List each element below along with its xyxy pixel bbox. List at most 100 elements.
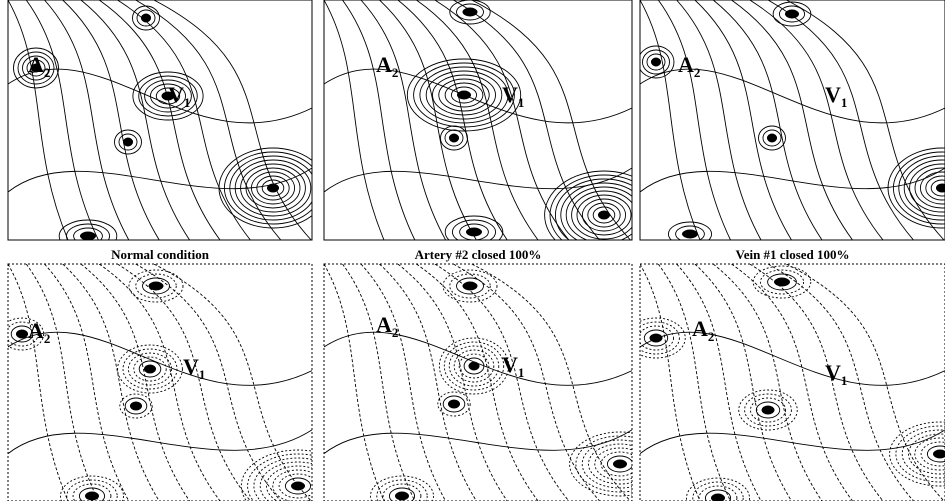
vessel-index: 2 — [392, 325, 399, 340]
contour-ring — [448, 345, 500, 387]
contour-ring — [692, 481, 744, 501]
contour-ring — [218, 147, 312, 229]
contours — [324, 0, 632, 240]
contour-line — [434, 264, 570, 501]
contour-ring — [698, 485, 738, 501]
contour-panel: A2 V1 — [639, 263, 945, 501]
contour-ring — [640, 325, 674, 351]
vessel-label: V1 — [183, 354, 205, 382]
panel-caption: Vein #1 closed 100% — [736, 247, 850, 262]
contour-ring — [376, 479, 428, 501]
contour-ring — [128, 269, 184, 303]
contour-ring — [642, 49, 670, 75]
contour-ring — [554, 178, 632, 240]
contour-line — [379, 0, 477, 240]
contour-ring — [919, 171, 945, 205]
contour-ring — [903, 159, 945, 217]
contour-line — [453, 264, 600, 501]
contour-ring — [438, 337, 510, 395]
contour-ring — [887, 147, 945, 229]
contour-ring — [138, 75, 198, 117]
contour-ring — [576, 194, 632, 236]
contour-ring — [259, 461, 312, 501]
contours — [8, 264, 312, 501]
contour-ring — [117, 344, 183, 394]
contour-ring — [229, 155, 312, 221]
vessel-letter: A — [28, 52, 44, 77]
vessel-label: A2 — [376, 312, 398, 340]
contour-ring — [544, 170, 632, 240]
contour-line — [694, 0, 792, 240]
source — [598, 211, 610, 219]
contour-ring — [767, 273, 797, 291]
contour-ring — [240, 163, 306, 213]
contour-line — [324, 331, 632, 386]
contour-ring — [261, 179, 285, 197]
contour-ring — [138, 360, 162, 378]
vessel-letter: V — [502, 82, 518, 107]
contour-ring — [560, 182, 632, 240]
contour-panel: A2 V1 — [639, 0, 945, 241]
source — [144, 365, 156, 373]
contour-line — [397, 264, 508, 501]
contour-ring — [124, 397, 148, 415]
contour-ring — [73, 227, 103, 240]
panel-frame — [323, 263, 633, 501]
contour-line — [324, 264, 385, 501]
source — [933, 450, 945, 458]
contour-line — [117, 0, 251, 240]
vessel-index: 2 — [708, 329, 715, 344]
contour-line — [731, 264, 853, 501]
contour-ring — [749, 397, 786, 423]
contour-ring — [675, 225, 705, 240]
contour-line — [153, 264, 312, 501]
source — [130, 402, 142, 410]
contour-line — [640, 167, 945, 193]
source — [148, 282, 164, 290]
panel-frame — [7, 263, 313, 501]
source — [761, 406, 775, 414]
contour-ring — [122, 348, 178, 390]
contour-ring — [17, 51, 55, 85]
source — [161, 92, 175, 100]
vessel-index: 1 — [184, 95, 191, 110]
contour-ring — [388, 487, 416, 501]
contour-line — [62, 0, 160, 240]
contour-line — [153, 0, 312, 240]
contour-ring — [889, 421, 945, 487]
contour-ring — [581, 439, 632, 489]
contour-line — [360, 264, 446, 501]
contour-ring — [450, 86, 478, 104]
contour-ring — [640, 45, 675, 79]
contour-line — [640, 0, 701, 240]
contour-ring — [119, 393, 153, 419]
contours — [640, 0, 945, 240]
contour-line — [786, 264, 945, 501]
contour-line — [657, 264, 731, 501]
vessel-letter: A — [28, 318, 44, 343]
panel-frame — [639, 0, 945, 241]
vessel-label: A2 — [376, 52, 398, 80]
contour-ring — [22, 55, 50, 81]
source — [711, 494, 725, 501]
contour-ring — [65, 223, 111, 240]
contour-panel: A2 V1 — [7, 0, 313, 241]
contour-ring — [266, 465, 312, 501]
contour-line — [8, 0, 69, 240]
contour-ring — [463, 357, 485, 375]
source — [80, 232, 96, 240]
panel-caption: Normal condition — [111, 247, 210, 262]
contour-ring — [643, 329, 669, 347]
contour-line — [135, 264, 282, 501]
contour-ring — [667, 221, 713, 240]
contour-line — [416, 264, 539, 501]
contour-line — [712, 264, 823, 501]
contour-ring — [247, 453, 312, 501]
source — [767, 134, 777, 142]
contour-ring — [930, 179, 945, 197]
vessel-index: 2 — [694, 65, 701, 80]
contour-ring — [444, 215, 504, 240]
source — [462, 282, 478, 290]
contour-line — [324, 429, 632, 454]
contour-ring — [686, 477, 750, 501]
